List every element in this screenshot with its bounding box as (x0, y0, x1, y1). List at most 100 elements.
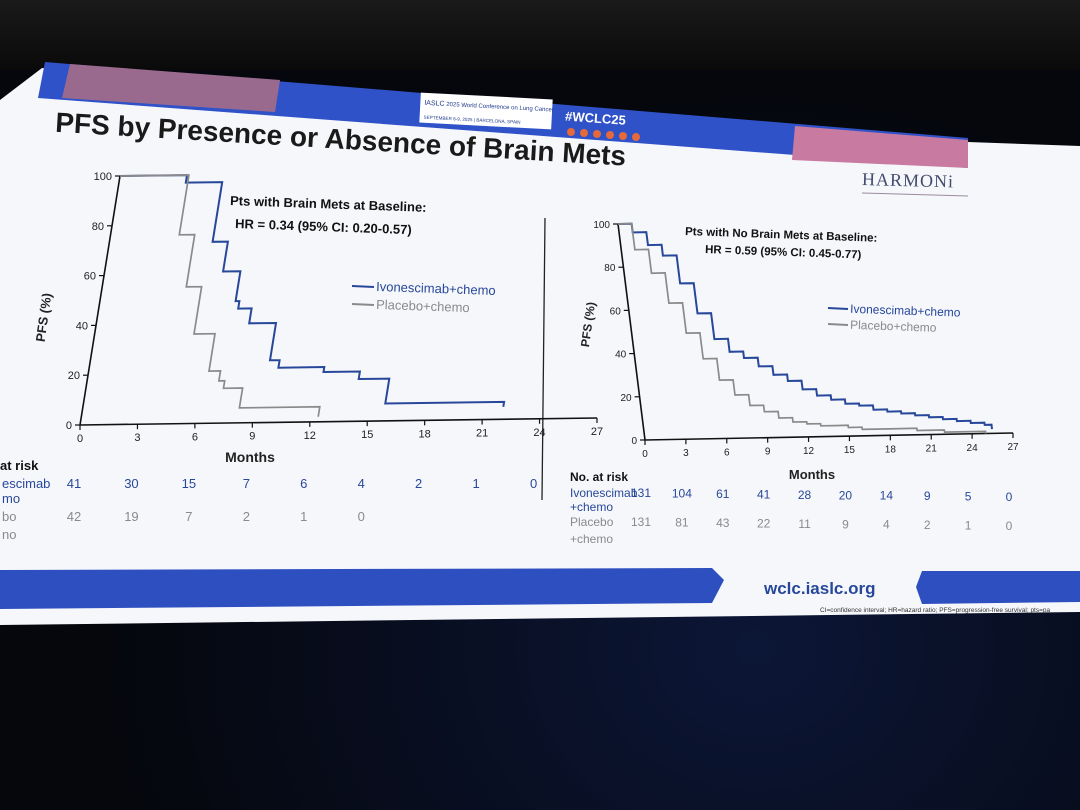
at-risk-row-name-2: +chemo (570, 500, 613, 514)
x-tick-label: 12 (304, 430, 316, 442)
at-risk-value: 43 (716, 516, 730, 530)
chart-divider (541, 217, 546, 501)
x-tick-label: 21 (476, 428, 488, 440)
x-tick-label: 12 (803, 446, 815, 457)
footer-bar-left (0, 568, 724, 609)
at-risk-value: 4 (358, 476, 365, 491)
x-tick-label: 18 (885, 444, 897, 455)
at-risk-value: 14 (880, 489, 894, 503)
at-risk-value: 2 (415, 476, 422, 491)
at-risk-value: 0 (530, 476, 537, 491)
y-tick-label: 60 (610, 306, 622, 317)
km-curve-ivonescimab (617, 222, 993, 430)
y-tick-label: 0 (631, 436, 637, 447)
y-tick-label: 40 (615, 350, 627, 361)
legend-swatch (827, 323, 849, 326)
legend-swatch (351, 285, 375, 288)
legend-swatch (351, 303, 375, 306)
at-risk-label: No. at risk (570, 470, 628, 484)
at-risk-value: 42 (67, 509, 81, 524)
conference-dates: SEPTEMBER 6-9, 2025 | BARCELONA, SPAIN (423, 115, 520, 125)
social-icon (567, 128, 575, 136)
km-curve-placebo (119, 174, 321, 417)
x-axis-label: Months (789, 467, 835, 482)
km-curve-placebo (617, 222, 987, 434)
at-risk-value: 1 (472, 476, 479, 491)
social-icons (567, 128, 640, 141)
footnote: CI=confidence interval; HR=hazard ratio;… (820, 607, 1051, 614)
at-risk-value: 28 (798, 488, 812, 502)
y-tick-label: 100 (94, 171, 112, 183)
social-icon (593, 130, 601, 138)
trial-logo: HARMONi (862, 169, 955, 191)
y-tick-label: 0 (66, 420, 72, 432)
at-risk-value: 5 (965, 490, 972, 504)
at-risk-value: 9 (924, 489, 931, 503)
ceiling (0, 0, 1080, 70)
social-icon (606, 131, 614, 139)
conference-hashtag: #WCLC25 (565, 109, 627, 128)
x-tick-label: 15 (361, 429, 373, 441)
at-risk-value: 0 (358, 509, 365, 524)
x-axis-label: Months (225, 449, 275, 465)
x-axis (644, 432, 1014, 441)
at-risk-row-name: bo (2, 509, 16, 524)
x-tick-label: 24 (967, 443, 979, 454)
at-risk-value: 15 (182, 476, 196, 491)
at-risk-value: 6 (300, 476, 307, 491)
x-tick-label: 3 (134, 432, 140, 444)
header-photo-right (792, 126, 968, 168)
social-icon (632, 133, 640, 141)
at-risk-value: 7 (243, 476, 250, 491)
x-tick-label: 9 (765, 447, 771, 458)
at-risk-value: 7 (185, 509, 192, 524)
conference-name: 2025 World Conference on Lung Cancer (446, 102, 554, 114)
at-risk-value: 131 (631, 486, 651, 500)
chart-title: Pts with Brain Mets at Baseline: (230, 193, 427, 215)
legend-swatch (827, 307, 849, 310)
at-risk-row-name-2: no (2, 527, 16, 542)
y-tick-label: 60 (84, 271, 96, 283)
at-risk-value: 131 (631, 515, 651, 529)
x-tick-label: 0 (77, 433, 83, 445)
hazard-ratio: HR = 0.59 (95% CI: 0.45-0.77) (705, 244, 862, 261)
header-photo-left (62, 64, 280, 112)
at-risk-value: 9 (842, 517, 849, 531)
x-tick-label: 6 (724, 447, 730, 458)
x-tick-label: 27 (1007, 442, 1019, 453)
x-axis (79, 417, 598, 426)
legend-label: Placebo+chemo (850, 318, 937, 335)
x-tick-label: 9 (249, 431, 255, 443)
legend-label: Placebo+chemo (376, 297, 470, 315)
y-tick-label: 80 (92, 221, 104, 233)
at-risk-row-name: Ivonescimab (570, 486, 638, 500)
at-risk-value: 19 (124, 509, 138, 524)
y-tick-label: 20 (620, 393, 632, 404)
x-tick-label: 27 (591, 426, 603, 438)
x-tick-label: 3 (683, 448, 689, 459)
km-curve-ivonescimab (119, 174, 506, 407)
trial-logo-underline (861, 192, 969, 197)
y-axis (79, 175, 121, 426)
at-risk-value: 30 (124, 476, 138, 491)
at-risk-label: at risk (0, 458, 39, 473)
social-icon (619, 132, 627, 140)
at-risk-row-name: escimab (2, 476, 50, 491)
conference-logo-box (419, 92, 553, 130)
at-risk-row-name-2: mo (2, 491, 20, 506)
x-tick-label: 21 (926, 444, 938, 455)
legend-label: Ivonescimab+chemo (850, 302, 961, 320)
x-tick-label: 24 (533, 427, 545, 439)
at-risk-value: 11 (798, 517, 811, 531)
at-risk-value: 81 (675, 515, 689, 529)
at-risk-value: 20 (839, 488, 853, 502)
at-risk-value: 22 (757, 516, 771, 530)
at-risk-value: 1 (300, 509, 307, 524)
y-tick-label: 20 (68, 370, 80, 382)
at-risk-value: 41 (67, 476, 81, 491)
x-tick-label: 0 (642, 449, 648, 460)
at-risk-value: 4 (883, 518, 890, 532)
x-tick-label: 18 (419, 428, 431, 440)
